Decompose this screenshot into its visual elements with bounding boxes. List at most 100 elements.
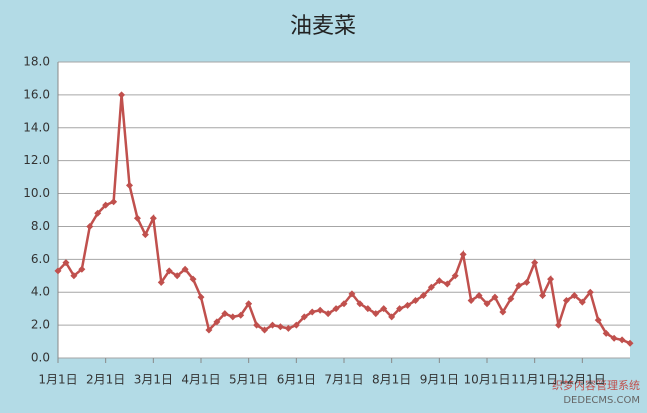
data-point xyxy=(110,198,118,206)
y-tick-label: 8.0 xyxy=(31,219,50,233)
data-point xyxy=(261,326,269,334)
data-point xyxy=(126,181,133,189)
data-point xyxy=(491,293,499,301)
data-point xyxy=(562,296,570,304)
data-point xyxy=(380,305,388,313)
data-point xyxy=(372,310,380,318)
data-point xyxy=(197,293,205,301)
data-point xyxy=(515,282,523,290)
data-point xyxy=(340,300,348,308)
data-point xyxy=(253,321,261,329)
data-point xyxy=(102,201,110,209)
data-point xyxy=(141,231,149,239)
y-tick-label: 2.0 xyxy=(31,318,50,332)
y-tick-label: 12.0 xyxy=(23,153,50,167)
data-point xyxy=(404,301,412,309)
plot-area xyxy=(58,62,630,358)
data-point xyxy=(237,311,245,319)
x-tick-label: 4月1日 xyxy=(181,373,220,387)
data-point xyxy=(300,313,308,321)
x-tick-label: 5月1日 xyxy=(229,373,268,387)
y-tick-label: 14.0 xyxy=(23,120,50,134)
data-point xyxy=(269,321,276,329)
data-point xyxy=(173,272,181,280)
data-point xyxy=(133,214,141,222)
data-point xyxy=(364,305,372,313)
data-point xyxy=(221,310,229,318)
data-point xyxy=(70,272,78,280)
data-point xyxy=(539,292,547,300)
data-point xyxy=(547,275,555,283)
data-point xyxy=(213,318,221,326)
y-tick-label: 10.0 xyxy=(23,186,50,200)
data-point xyxy=(523,278,531,286)
data-point xyxy=(189,275,197,283)
y-tick-label: 0.0 xyxy=(31,351,50,365)
data-point xyxy=(292,321,300,329)
data-point xyxy=(594,316,602,324)
data-point xyxy=(118,91,126,99)
data-point xyxy=(94,209,102,217)
data-point xyxy=(475,292,483,300)
data-point xyxy=(78,265,86,273)
data-point xyxy=(324,310,332,318)
data-point xyxy=(205,326,213,334)
x-tick-label: 9月1日 xyxy=(420,373,459,387)
data-point xyxy=(284,324,292,332)
watermark: DEDECMS.COM xyxy=(563,395,640,406)
x-tick-label: 3月1日 xyxy=(134,373,173,387)
data-point xyxy=(308,308,316,316)
data-point xyxy=(626,339,634,347)
data-point xyxy=(419,292,427,300)
x-tick-label: 6月1日 xyxy=(277,373,316,387)
data-point xyxy=(586,288,594,296)
data-point xyxy=(427,283,435,291)
data-point xyxy=(499,308,507,316)
data-point xyxy=(451,272,459,280)
data-point xyxy=(229,313,237,321)
data-point xyxy=(54,267,62,275)
data-point xyxy=(86,222,94,230)
data-point xyxy=(507,295,515,303)
data-point xyxy=(602,329,610,337)
x-tick-label: 7月1日 xyxy=(324,373,363,387)
data-point xyxy=(531,259,539,267)
x-tick-label: 10月1日 xyxy=(464,373,511,387)
data-point xyxy=(555,321,562,329)
y-tick-label: 16.0 xyxy=(23,87,50,101)
data-point xyxy=(348,290,356,298)
data-point xyxy=(332,305,340,313)
chart-title: 油麦菜 xyxy=(290,14,356,39)
watermark: 织梦内容管理系统 xyxy=(552,378,640,392)
data-point xyxy=(483,300,491,308)
y-tick-label: 18.0 xyxy=(23,55,50,69)
x-tick-label: 8月1日 xyxy=(372,373,411,387)
data-point xyxy=(388,313,396,321)
data-point xyxy=(610,334,618,342)
data-point xyxy=(443,280,451,288)
data-point xyxy=(316,306,324,314)
data-point xyxy=(570,292,578,300)
data-point xyxy=(165,267,173,275)
data-point xyxy=(412,296,419,304)
y-tick-label: 6.0 xyxy=(31,252,50,266)
data-point xyxy=(435,277,443,285)
x-tick-label: 11月1日 xyxy=(511,373,558,387)
data-point xyxy=(181,265,189,273)
x-tick-label: 1月1日 xyxy=(38,373,77,387)
data-point xyxy=(245,300,253,308)
x-tick-label: 12月1日 xyxy=(559,373,606,387)
data-point xyxy=(356,300,364,308)
data-point xyxy=(62,259,70,267)
data-point xyxy=(459,250,467,258)
x-tick-label: 2月1日 xyxy=(86,373,125,387)
data-point xyxy=(276,323,284,331)
data-point xyxy=(149,214,157,222)
data-point xyxy=(396,305,404,313)
y-tick-label: 4.0 xyxy=(31,285,50,299)
data-point xyxy=(578,298,586,306)
data-point xyxy=(157,278,165,286)
data-point xyxy=(467,296,475,304)
data-point xyxy=(618,336,626,344)
